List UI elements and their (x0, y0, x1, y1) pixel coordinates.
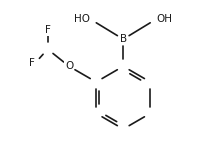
Text: HO: HO (74, 14, 90, 24)
Text: F: F (29, 59, 35, 68)
Text: F: F (45, 25, 51, 35)
Text: B: B (120, 34, 127, 44)
Text: OH: OH (156, 14, 172, 24)
Text: O: O (65, 61, 73, 71)
